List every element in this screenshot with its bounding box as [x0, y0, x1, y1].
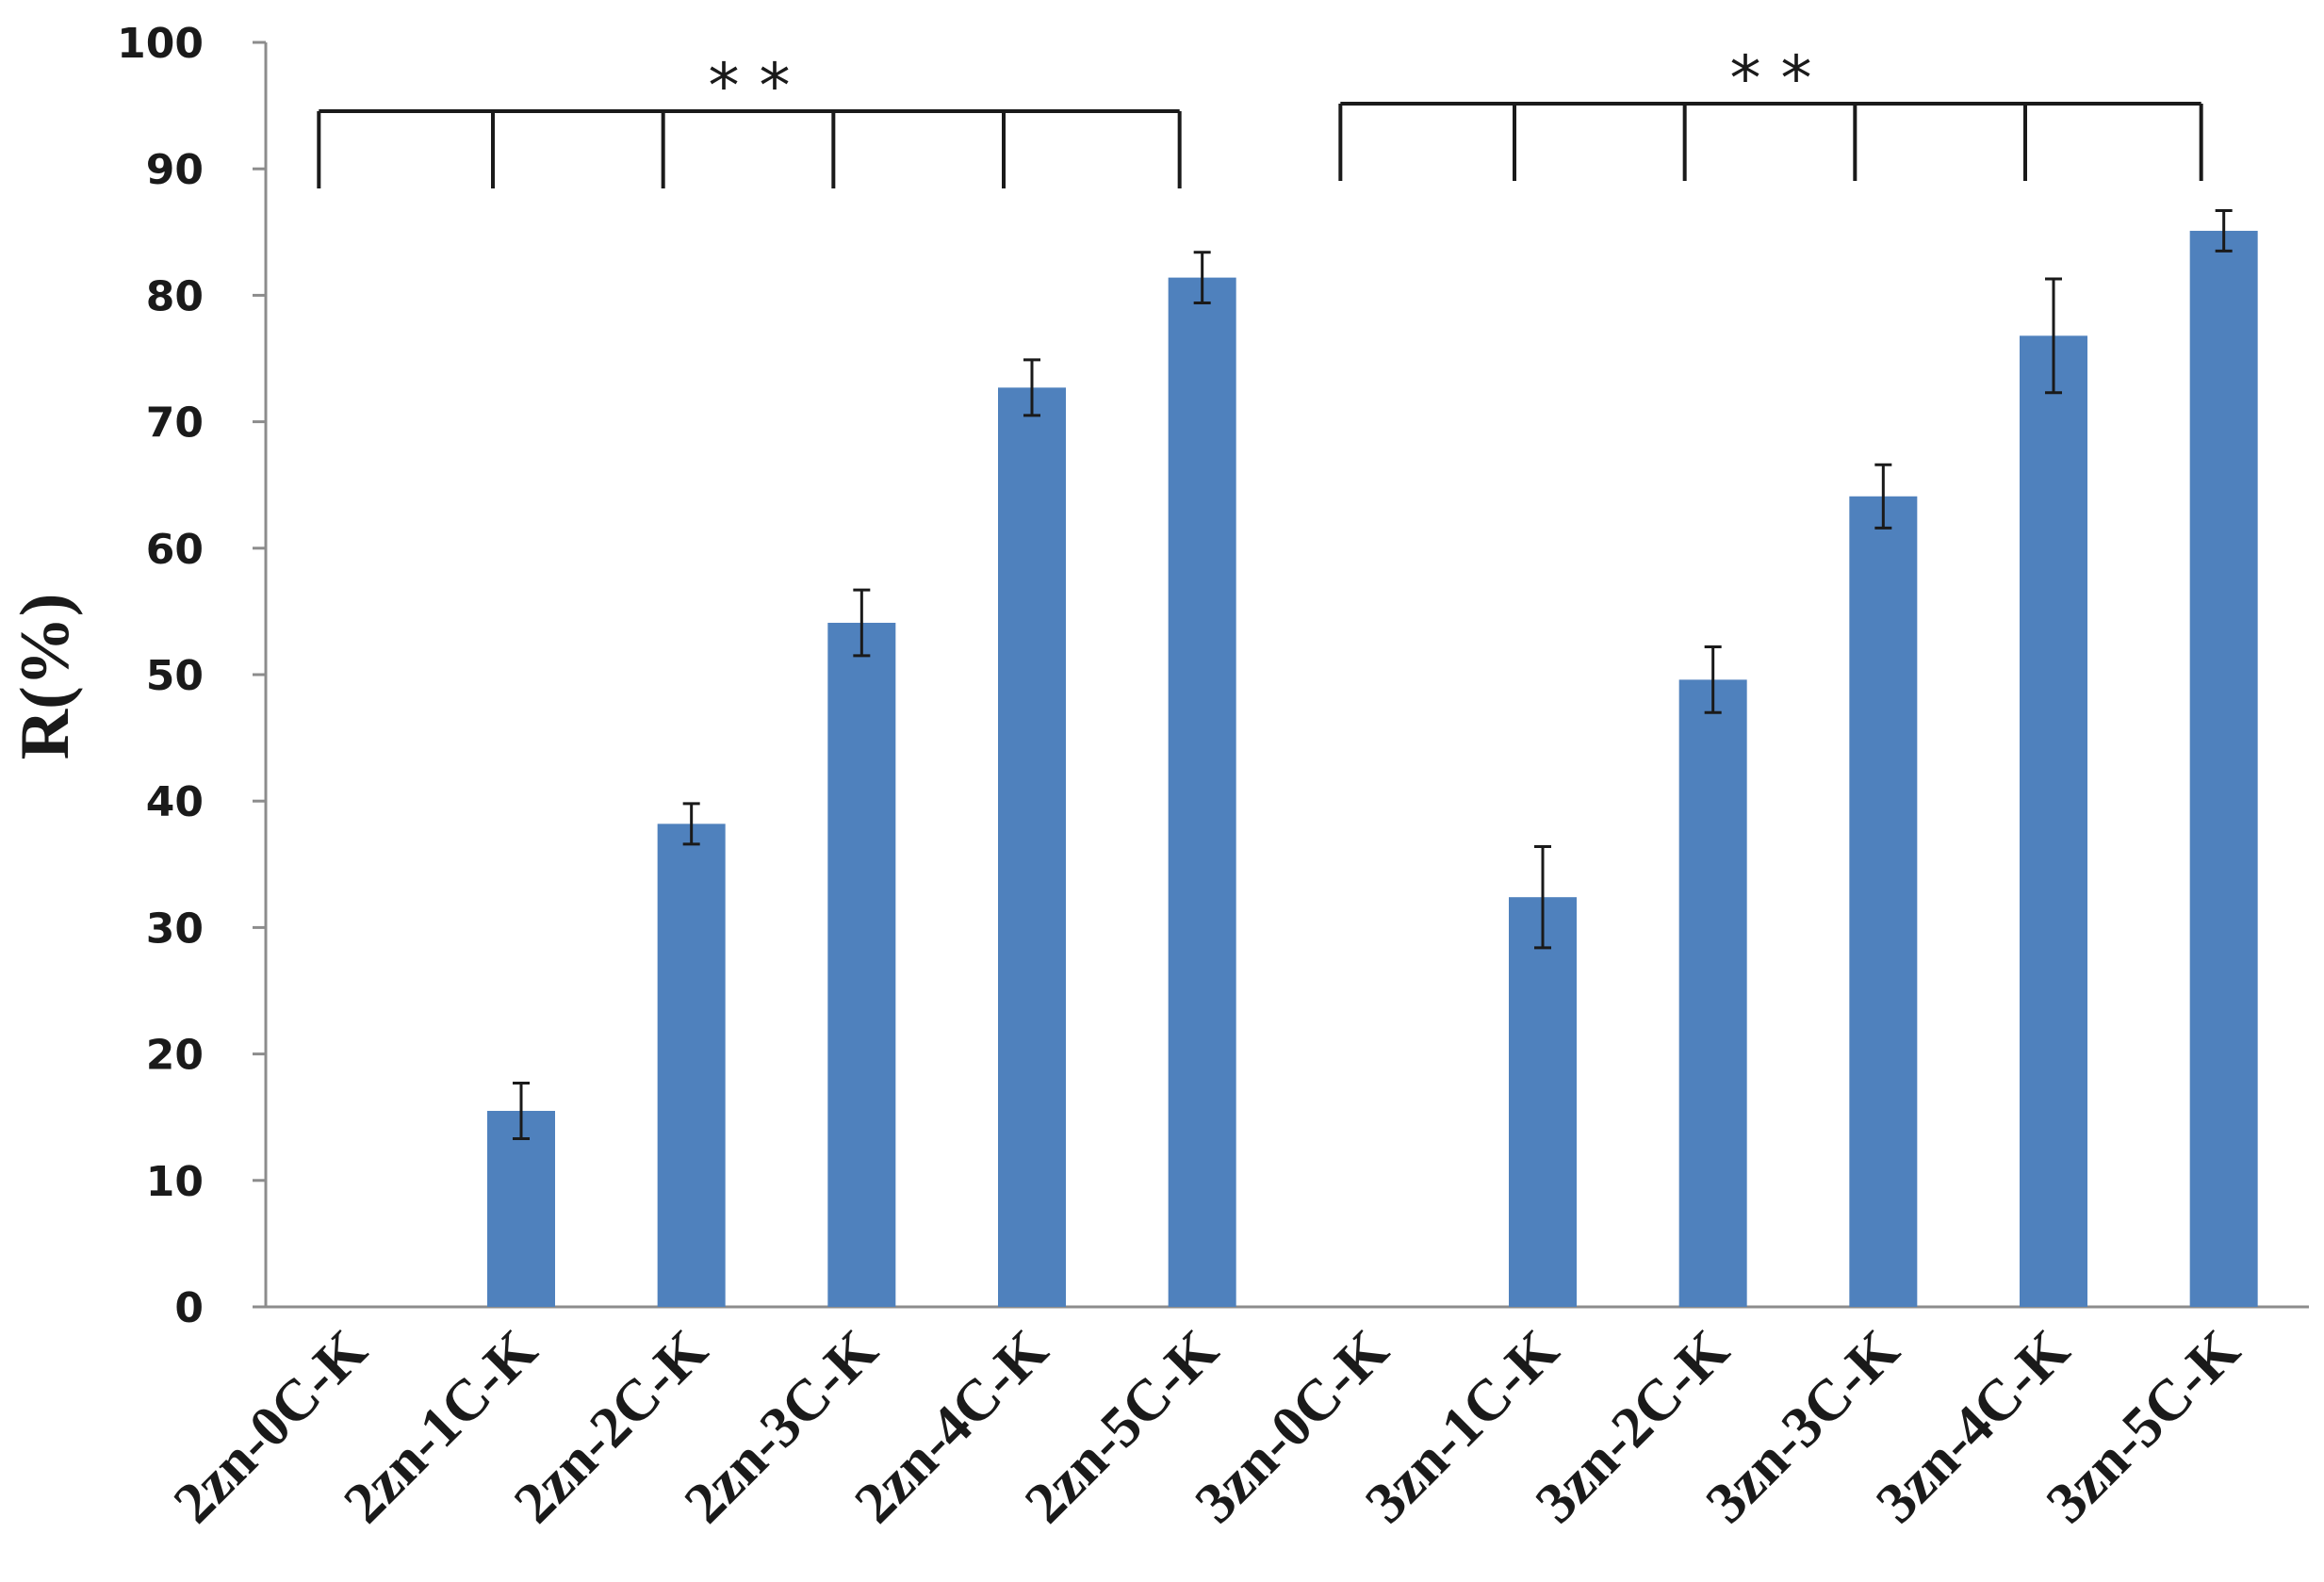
bar — [1678, 679, 1747, 1307]
y-tick-label: 10 — [146, 1158, 204, 1206]
significance-label: * * — [709, 50, 791, 122]
y-tick-label: 30 — [146, 905, 204, 953]
significance-label: * * — [1730, 42, 1812, 115]
bar — [487, 1110, 555, 1307]
y-tick-label: 20 — [146, 1032, 204, 1080]
error-bars — [513, 208, 2233, 1141]
bar — [657, 824, 726, 1307]
y-tick-label: 70 — [146, 400, 204, 448]
y-tick-label: 0 — [174, 1284, 204, 1332]
bar — [827, 622, 896, 1307]
y-tick-label: 100 — [117, 20, 204, 68]
axes — [253, 41, 2309, 1309]
bar — [1509, 897, 1577, 1307]
bar — [1168, 277, 1236, 1307]
y-tick-label: 60 — [146, 526, 204, 574]
y-axis-label: R(%) — [7, 594, 84, 760]
bars — [487, 230, 2258, 1308]
y-tick-label: 50 — [146, 652, 204, 700]
significance-brackets: * * * * — [317, 42, 2203, 188]
y-tick-label: 90 — [146, 146, 204, 194]
y-tick-label: 80 — [146, 272, 204, 320]
bar — [2020, 335, 2087, 1307]
bar — [2189, 230, 2258, 1307]
bar — [1849, 496, 1918, 1307]
y-tick-label: 40 — [146, 778, 204, 826]
bar — [998, 387, 1066, 1308]
